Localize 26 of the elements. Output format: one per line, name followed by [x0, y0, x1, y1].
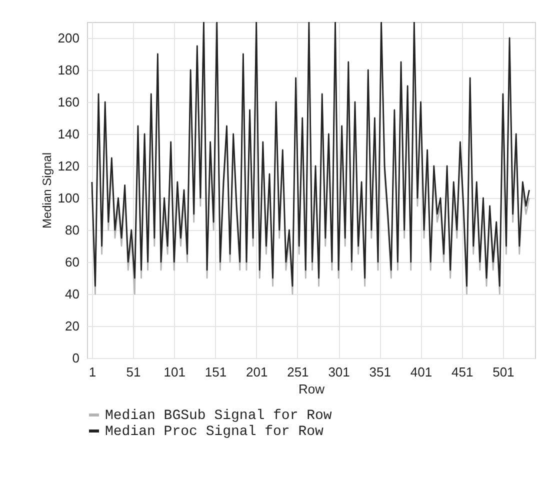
x-tick-label: 401: [410, 364, 432, 380]
x-tick-label: 251: [287, 364, 309, 380]
x-tick-label: 501: [492, 364, 514, 380]
y-tick-label: 160: [58, 94, 80, 110]
legend-label: Median Proc Signal for Row: [105, 424, 324, 440]
y-tick-label: 140: [58, 126, 80, 142]
y-tick-label: 60: [65, 254, 80, 270]
x-tick-label: 151: [204, 364, 227, 380]
y-tick-label: 80: [65, 222, 80, 238]
y-tick-label: 20: [65, 318, 80, 334]
x-tick-label: 51: [126, 364, 141, 380]
y-tick-label: 100: [58, 190, 80, 206]
x-axis-title: Row: [298, 382, 326, 396]
x-tick-label: 1: [88, 364, 96, 380]
y-tick-label: 180: [58, 62, 80, 78]
legend-label: Median BGSub Signal for Row: [105, 408, 332, 424]
y-axis-title: Median Signal: [40, 152, 54, 229]
y-tick-label: 40: [65, 286, 80, 302]
x-tick-label: 301: [328, 364, 350, 380]
y-tick-label: 120: [58, 158, 80, 174]
y-tick-label: 0: [72, 350, 80, 366]
y-tick-label: 200: [58, 30, 80, 46]
x-tick-label: 101: [164, 364, 186, 380]
x-tick-label: 201: [246, 364, 268, 380]
x-tick-label: 451: [451, 364, 474, 380]
x-tick-label: 351: [369, 364, 391, 380]
